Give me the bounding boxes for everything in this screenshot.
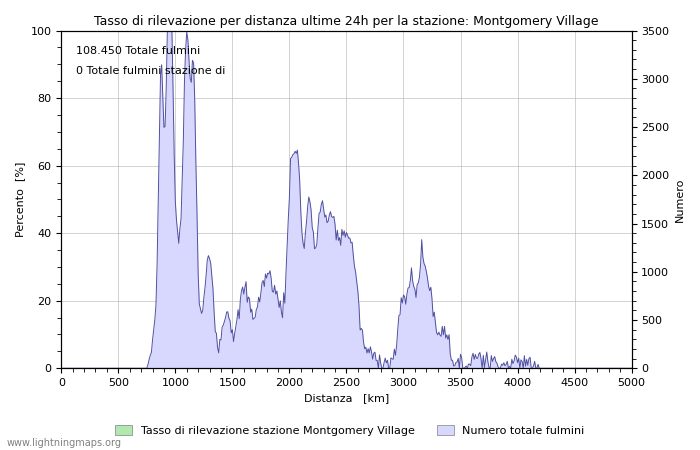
Y-axis label: Numero: Numero — [675, 177, 685, 221]
Legend: Tasso di rilevazione stazione Montgomery Village, Numero totale fulmini: Tasso di rilevazione stazione Montgomery… — [111, 420, 589, 440]
Text: 108.450 Totale fulmini: 108.450 Totale fulmini — [76, 46, 200, 56]
Text: www.lightningmaps.org: www.lightningmaps.org — [7, 438, 122, 448]
Title: Tasso di rilevazione per distanza ultime 24h per la stazione: Montgomery Village: Tasso di rilevazione per distanza ultime… — [94, 15, 598, 28]
X-axis label: Distanza   [km]: Distanza [km] — [304, 393, 389, 404]
Y-axis label: Percento  [%]: Percento [%] — [15, 162, 25, 237]
Text: 0 Totale fulmini stazione di: 0 Totale fulmini stazione di — [76, 66, 225, 76]
